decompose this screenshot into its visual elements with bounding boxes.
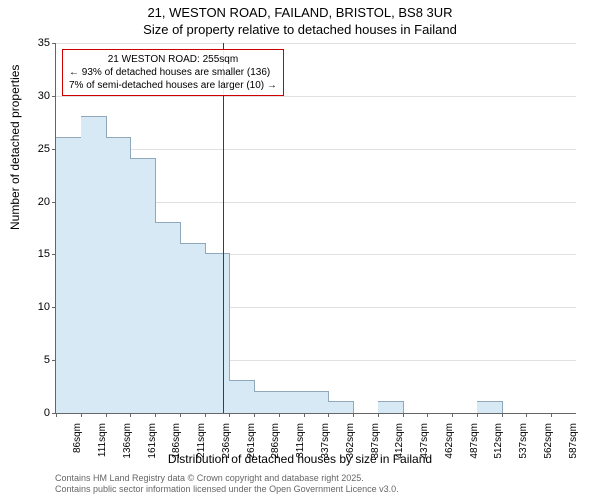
x-tick-mark — [279, 413, 280, 417]
x-tick-mark — [106, 413, 107, 417]
x-tick-mark — [328, 413, 329, 417]
x-tick-mark — [254, 413, 255, 417]
histogram-bar — [180, 243, 206, 413]
annotation-line2: ← 93% of detached houses are smaller (13… — [69, 66, 277, 79]
x-tick-mark — [205, 413, 206, 417]
x-tick-mark — [229, 413, 230, 417]
histogram-bar — [229, 380, 255, 413]
y-tick-label: 30 — [20, 90, 56, 102]
histogram-bar — [81, 116, 107, 413]
annotation-line1: 21 WESTON ROAD: 255sqm — [69, 53, 277, 66]
footer-line2: Contains public sector information licen… — [55, 484, 399, 496]
x-tick-mark — [81, 413, 82, 417]
y-tick-label: 25 — [20, 143, 56, 155]
x-tick-mark — [180, 413, 181, 417]
histogram-bar — [106, 137, 132, 413]
histogram-bar — [279, 391, 305, 413]
y-tick-label: 10 — [20, 301, 56, 313]
footer-line1: Contains HM Land Registry data © Crown c… — [55, 473, 399, 485]
histogram-bar — [205, 253, 231, 413]
y-tick-label: 5 — [20, 354, 56, 366]
grid-line — [56, 149, 576, 150]
histogram-bar — [56, 137, 82, 413]
x-tick-mark — [304, 413, 305, 417]
title-line2: Size of property relative to detached ho… — [0, 22, 600, 37]
x-tick-mark — [452, 413, 453, 417]
y-tick-label: 15 — [20, 248, 56, 260]
histogram-bar — [477, 401, 503, 413]
x-tick-mark — [403, 413, 404, 417]
histogram-bar — [304, 391, 330, 413]
histogram-bar — [254, 391, 280, 413]
annotation-line3: 7% of semi-detached houses are larger (1… — [69, 79, 277, 92]
marker-line — [223, 43, 224, 413]
histogram-bar — [378, 401, 404, 413]
y-tick-label: 0 — [20, 407, 56, 419]
x-axis-label: Distribution of detached houses by size … — [0, 452, 600, 466]
x-tick-mark — [56, 413, 57, 417]
grid-line — [56, 43, 576, 44]
y-tick-label: 35 — [20, 37, 56, 49]
histogram-bar — [328, 401, 354, 413]
x-tick-mark — [378, 413, 379, 417]
x-tick-mark — [502, 413, 503, 417]
y-tick-label: 20 — [20, 196, 56, 208]
title-line1: 21, WESTON ROAD, FAILAND, BRISTOL, BS8 3… — [0, 5, 600, 20]
x-tick-mark — [526, 413, 527, 417]
chart-area: 0510152025303586sqm111sqm136sqm161sqm186… — [55, 43, 576, 414]
x-tick-mark — [551, 413, 552, 417]
x-tick-mark — [477, 413, 478, 417]
x-tick-mark — [155, 413, 156, 417]
histogram-bar — [130, 158, 156, 413]
x-tick-mark — [427, 413, 428, 417]
footer-text: Contains HM Land Registry data © Crown c… — [55, 473, 399, 496]
histogram-bar — [155, 222, 181, 413]
chart-container: 21, WESTON ROAD, FAILAND, BRISTOL, BS8 3… — [0, 0, 600, 500]
annotation-box: 21 WESTON ROAD: 255sqm← 93% of detached … — [62, 49, 284, 96]
x-tick-mark — [130, 413, 131, 417]
x-tick-label: 86sqm — [72, 419, 83, 453]
x-tick-mark — [353, 413, 354, 417]
